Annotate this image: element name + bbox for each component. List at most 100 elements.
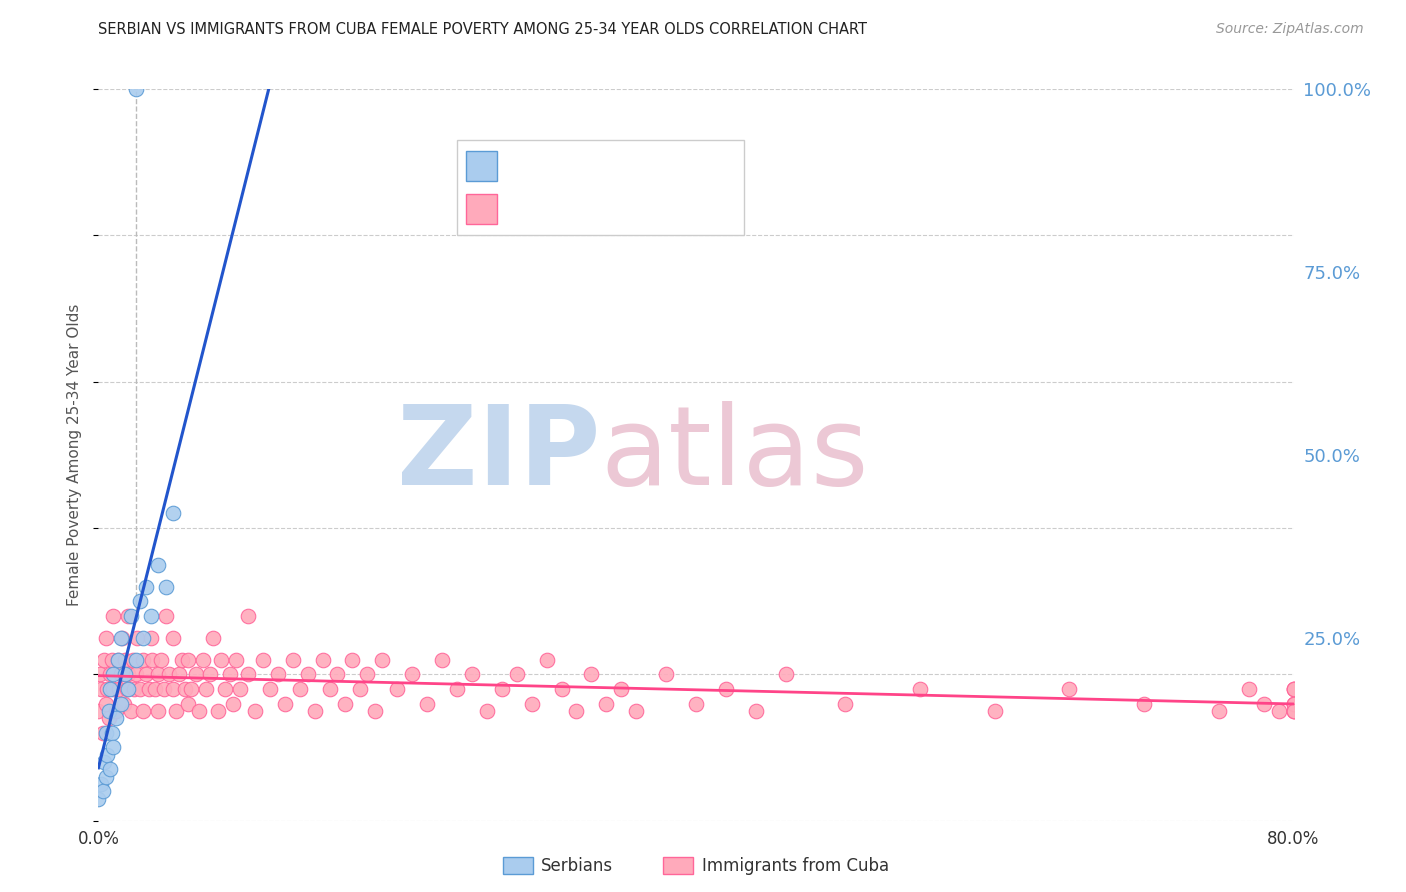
Point	[94, 697, 117, 711]
Point	[461, 667, 484, 681]
Point	[304, 704, 326, 718]
Point	[117, 667, 139, 681]
Point	[1282, 681, 1305, 696]
Text: atlas: atlas	[600, 401, 869, 508]
Point	[115, 681, 138, 696]
Point	[103, 740, 125, 755]
Point	[1282, 704, 1305, 718]
Point	[127, 631, 149, 645]
Text: Source: ZipAtlas.com: Source: ZipAtlas.com	[1216, 22, 1364, 37]
Point	[401, 667, 423, 681]
Point	[117, 681, 139, 696]
Text: SERBIAN VS IMMIGRANTS FROM CUBA FEMALE POVERTY AMONG 25-34 YEAR OLDS CORRELATION: SERBIAN VS IMMIGRANTS FROM CUBA FEMALE P…	[98, 22, 868, 37]
Point	[610, 681, 633, 696]
Point	[89, 667, 111, 681]
Point	[174, 681, 197, 696]
Point	[177, 653, 200, 667]
Point	[475, 704, 498, 718]
Point	[187, 704, 209, 718]
Point	[1282, 697, 1305, 711]
Point	[595, 697, 617, 711]
Point	[132, 704, 155, 718]
Point	[132, 653, 155, 667]
Point	[96, 747, 118, 762]
Point	[110, 631, 132, 645]
Point	[114, 667, 136, 681]
Point	[333, 697, 356, 711]
Point	[141, 653, 163, 667]
Point	[125, 667, 148, 681]
Point	[356, 667, 378, 681]
Point	[120, 608, 142, 623]
Point	[101, 726, 124, 740]
Point	[94, 726, 117, 740]
Point	[225, 653, 247, 667]
Point	[117, 608, 139, 623]
Point	[97, 704, 120, 718]
Point	[202, 631, 225, 645]
Point	[100, 763, 122, 777]
Point	[93, 755, 115, 769]
Point	[94, 770, 117, 784]
Point	[200, 667, 222, 681]
Point	[252, 653, 274, 667]
Point	[655, 667, 678, 681]
Point	[236, 667, 259, 681]
Point	[112, 697, 135, 711]
Point	[1282, 704, 1305, 718]
Point	[139, 608, 162, 623]
Point	[506, 667, 529, 681]
Point	[714, 681, 737, 696]
Point	[491, 681, 513, 696]
Point	[108, 681, 131, 696]
Point	[180, 681, 202, 696]
Point	[162, 631, 184, 645]
Point	[281, 653, 304, 667]
Point	[91, 784, 114, 798]
Point	[155, 608, 177, 623]
Point	[162, 681, 184, 696]
Point	[100, 667, 122, 681]
Point	[105, 711, 128, 725]
Point	[105, 704, 128, 718]
Point	[371, 653, 394, 667]
Point	[135, 580, 157, 594]
Point	[148, 704, 170, 718]
Point	[195, 681, 218, 696]
Point	[565, 704, 588, 718]
Point	[155, 580, 177, 594]
Point	[550, 681, 572, 696]
Point	[311, 653, 333, 667]
Point	[581, 667, 603, 681]
Point	[124, 681, 146, 696]
Point	[1267, 704, 1289, 718]
Point	[236, 608, 259, 623]
Point	[385, 681, 409, 696]
Point	[114, 653, 136, 667]
Point	[209, 653, 232, 667]
Point	[110, 667, 132, 681]
Point	[101, 653, 124, 667]
Point	[214, 681, 236, 696]
Point	[267, 667, 290, 681]
Point	[132, 631, 155, 645]
Point	[184, 667, 207, 681]
Point	[167, 667, 190, 681]
Point	[446, 681, 468, 696]
Y-axis label: Female Poverty Among 25-34 Year Olds: Female Poverty Among 25-34 Year Olds	[67, 304, 83, 606]
Point	[135, 667, 157, 681]
Point	[775, 667, 797, 681]
Point	[157, 667, 180, 681]
Legend: Serbians, Immigrants from Cuba: Serbians, Immigrants from Cuba	[496, 850, 896, 882]
Point	[100, 681, 122, 696]
Point	[1208, 704, 1230, 718]
Point	[1253, 697, 1275, 711]
Point	[1133, 697, 1156, 711]
Point	[103, 608, 125, 623]
Point	[1282, 697, 1305, 711]
Point	[430, 653, 453, 667]
Point	[245, 704, 267, 718]
Point	[172, 653, 194, 667]
Point	[125, 653, 148, 667]
Point	[103, 681, 125, 696]
